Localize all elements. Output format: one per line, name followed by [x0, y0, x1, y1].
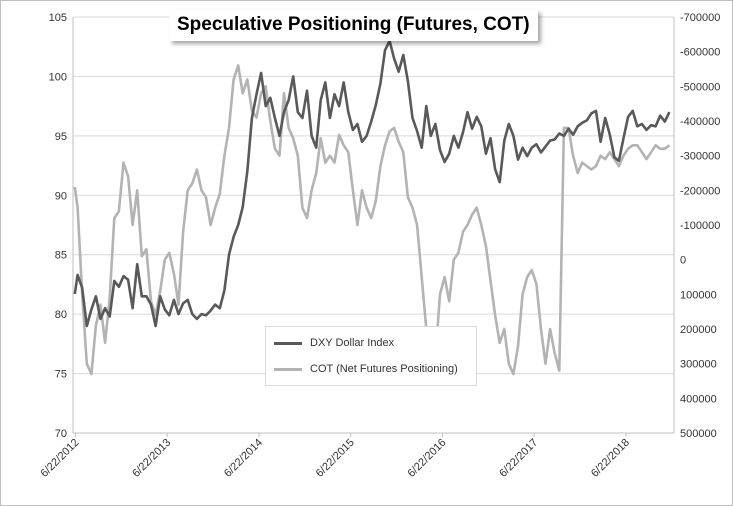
legend-label-cot: COT (Net Futures Positioning) [310, 363, 458, 375]
series-line-cot [73, 64, 671, 376]
left-axis-tick-labels: 70 75 80 85 90 95 100 105 [49, 12, 67, 440]
legend-entry-cot: COT (Net Futures Positioning) [274, 363, 458, 375]
right-tick-label: -400000 [680, 116, 720, 128]
right-tick-label: 200000 [680, 324, 717, 336]
x-tick-label: 6/22/2012 [38, 437, 81, 480]
x-tick-label: 6/22/2014 [222, 437, 265, 480]
axes [72, 17, 675, 437]
series-line-dxy [73, 39, 671, 328]
x-tick-label: 6/22/2016 [405, 437, 448, 480]
left-tick-label: 80 [55, 309, 67, 321]
left-tick-label: 100 [49, 71, 67, 83]
legend-swatch-dxy [274, 341, 302, 345]
right-tick-label: 0 [680, 255, 686, 267]
right-tick-label: -500000 [680, 81, 720, 93]
chart-title: Speculative Positioning (Futures, COT) [169, 10, 538, 41]
right-axis-tick-labels: 500000 400000 300000 200000 100000 0 -100000 -2… [680, 12, 720, 440]
right-tick-label: 400000 [680, 393, 717, 405]
right-tick-label: -700000 [680, 12, 720, 24]
legend-entry-dxy: DXY Dollar Index [274, 337, 394, 349]
series-layer [73, 39, 671, 376]
x-axis-tick-labels: 6/22/2012 6/22/2013 6/22/2014 6/22/2015 6/22… [38, 437, 632, 480]
right-tick-label: 500000 [680, 428, 717, 440]
legend-label-dxy: DXY Dollar Index [310, 337, 395, 349]
right-tick-label: -100000 [680, 220, 720, 232]
left-tick-label: 85 [55, 250, 67, 262]
right-tick-label: 100000 [680, 289, 717, 301]
legend-swatch-cot [274, 367, 302, 371]
x-tick-label: 6/22/2013 [130, 437, 173, 480]
x-tick-label: 6/22/2017 [497, 437, 540, 480]
left-tick-label: 75 [55, 369, 67, 381]
right-tick-label: -300000 [680, 151, 720, 163]
left-tick-label: 70 [55, 428, 67, 440]
left-tick-label: 90 [55, 190, 67, 202]
left-tick-label: 105 [49, 12, 67, 24]
right-tick-label: -600000 [680, 47, 720, 59]
x-tick-label: 6/22/2018 [589, 437, 632, 480]
x-tick-label: 6/22/2015 [314, 437, 357, 480]
gridlines [73, 16, 674, 434]
left-tick-label: 95 [55, 131, 67, 143]
right-tick-label: -200000 [680, 185, 720, 197]
legend: DXY Dollar Index COT (Net Futures Positi… [265, 326, 477, 386]
right-tick-label: 300000 [680, 359, 717, 371]
